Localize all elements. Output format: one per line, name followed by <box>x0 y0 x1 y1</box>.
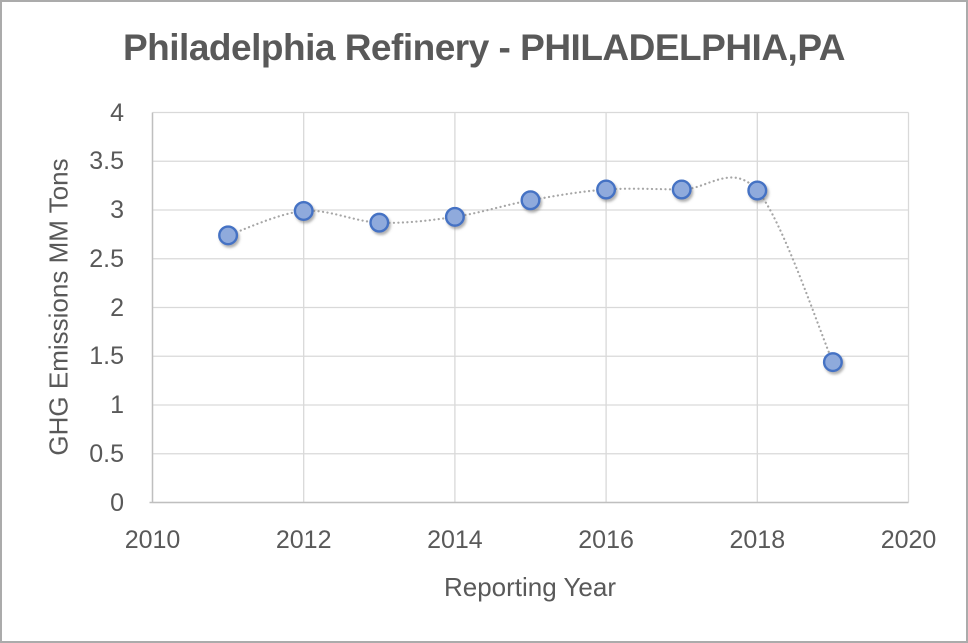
data-point-2014 <box>444 206 465 227</box>
data-point-2011 <box>218 225 239 246</box>
x-axis-title: Reporting Year <box>443 572 617 602</box>
data-point-2013 <box>369 212 390 233</box>
data-point-2016 <box>596 179 617 200</box>
data-point-2015 <box>520 190 541 211</box>
data-point-2012 <box>293 200 314 221</box>
data-point-2017 <box>671 179 692 200</box>
chart-title: Philadelphia Refinery - PHILADELPHIA,PA <box>123 27 845 68</box>
y-axis-title: GHG Emissions MM Tons <box>43 158 74 456</box>
data-point-2019 <box>822 352 843 373</box>
trend-line <box>227 176 834 364</box>
data-point-2018 <box>747 180 768 201</box>
